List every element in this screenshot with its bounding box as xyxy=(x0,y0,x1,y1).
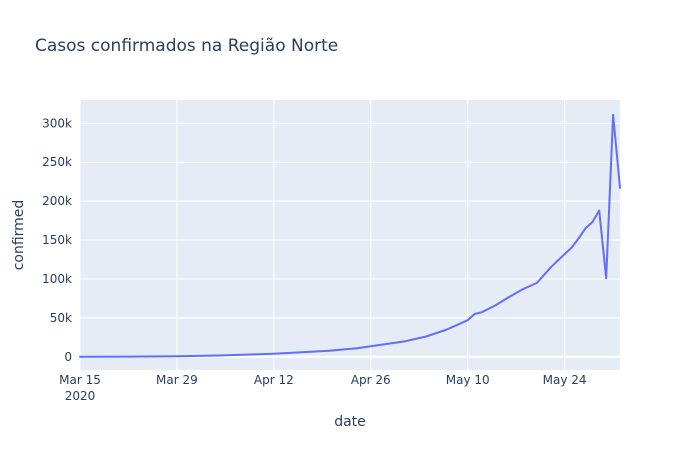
y-tick-label: 250k xyxy=(42,155,72,169)
chart-title: Casos confirmados na Região Norte xyxy=(35,36,338,56)
x-tick-label: Mar 29 xyxy=(156,373,198,387)
grid-lines xyxy=(79,100,620,370)
x-tick-label: Apr 26 xyxy=(351,373,391,387)
x-axis-label: date xyxy=(334,414,366,430)
x-tick-label: Apr 12 xyxy=(254,373,294,387)
y-tick-label: 200k xyxy=(42,194,72,208)
y-tick-label: 50k xyxy=(50,311,72,325)
axis-tick-labels: 0 50k 100k 150k 200k 250k 300k Mar 15 2020 Mar 29… xyxy=(42,116,586,403)
y-tick-label: 0 xyxy=(64,350,72,364)
y-tick-label: 100k xyxy=(42,272,72,286)
x-tick-label: May 24 xyxy=(543,373,587,387)
plot-area xyxy=(80,100,620,370)
y-axis-label: confirmed xyxy=(11,200,27,271)
x-tick-label: May 10 xyxy=(446,373,490,387)
y-tick-label: 150k xyxy=(42,233,72,247)
x-tick-label: Mar 15 xyxy=(59,373,101,387)
x-tick-sublabel: 2020 xyxy=(65,389,96,403)
series-line xyxy=(79,113,621,358)
y-tick-label: 300k xyxy=(42,116,72,130)
series-layer xyxy=(79,113,621,358)
